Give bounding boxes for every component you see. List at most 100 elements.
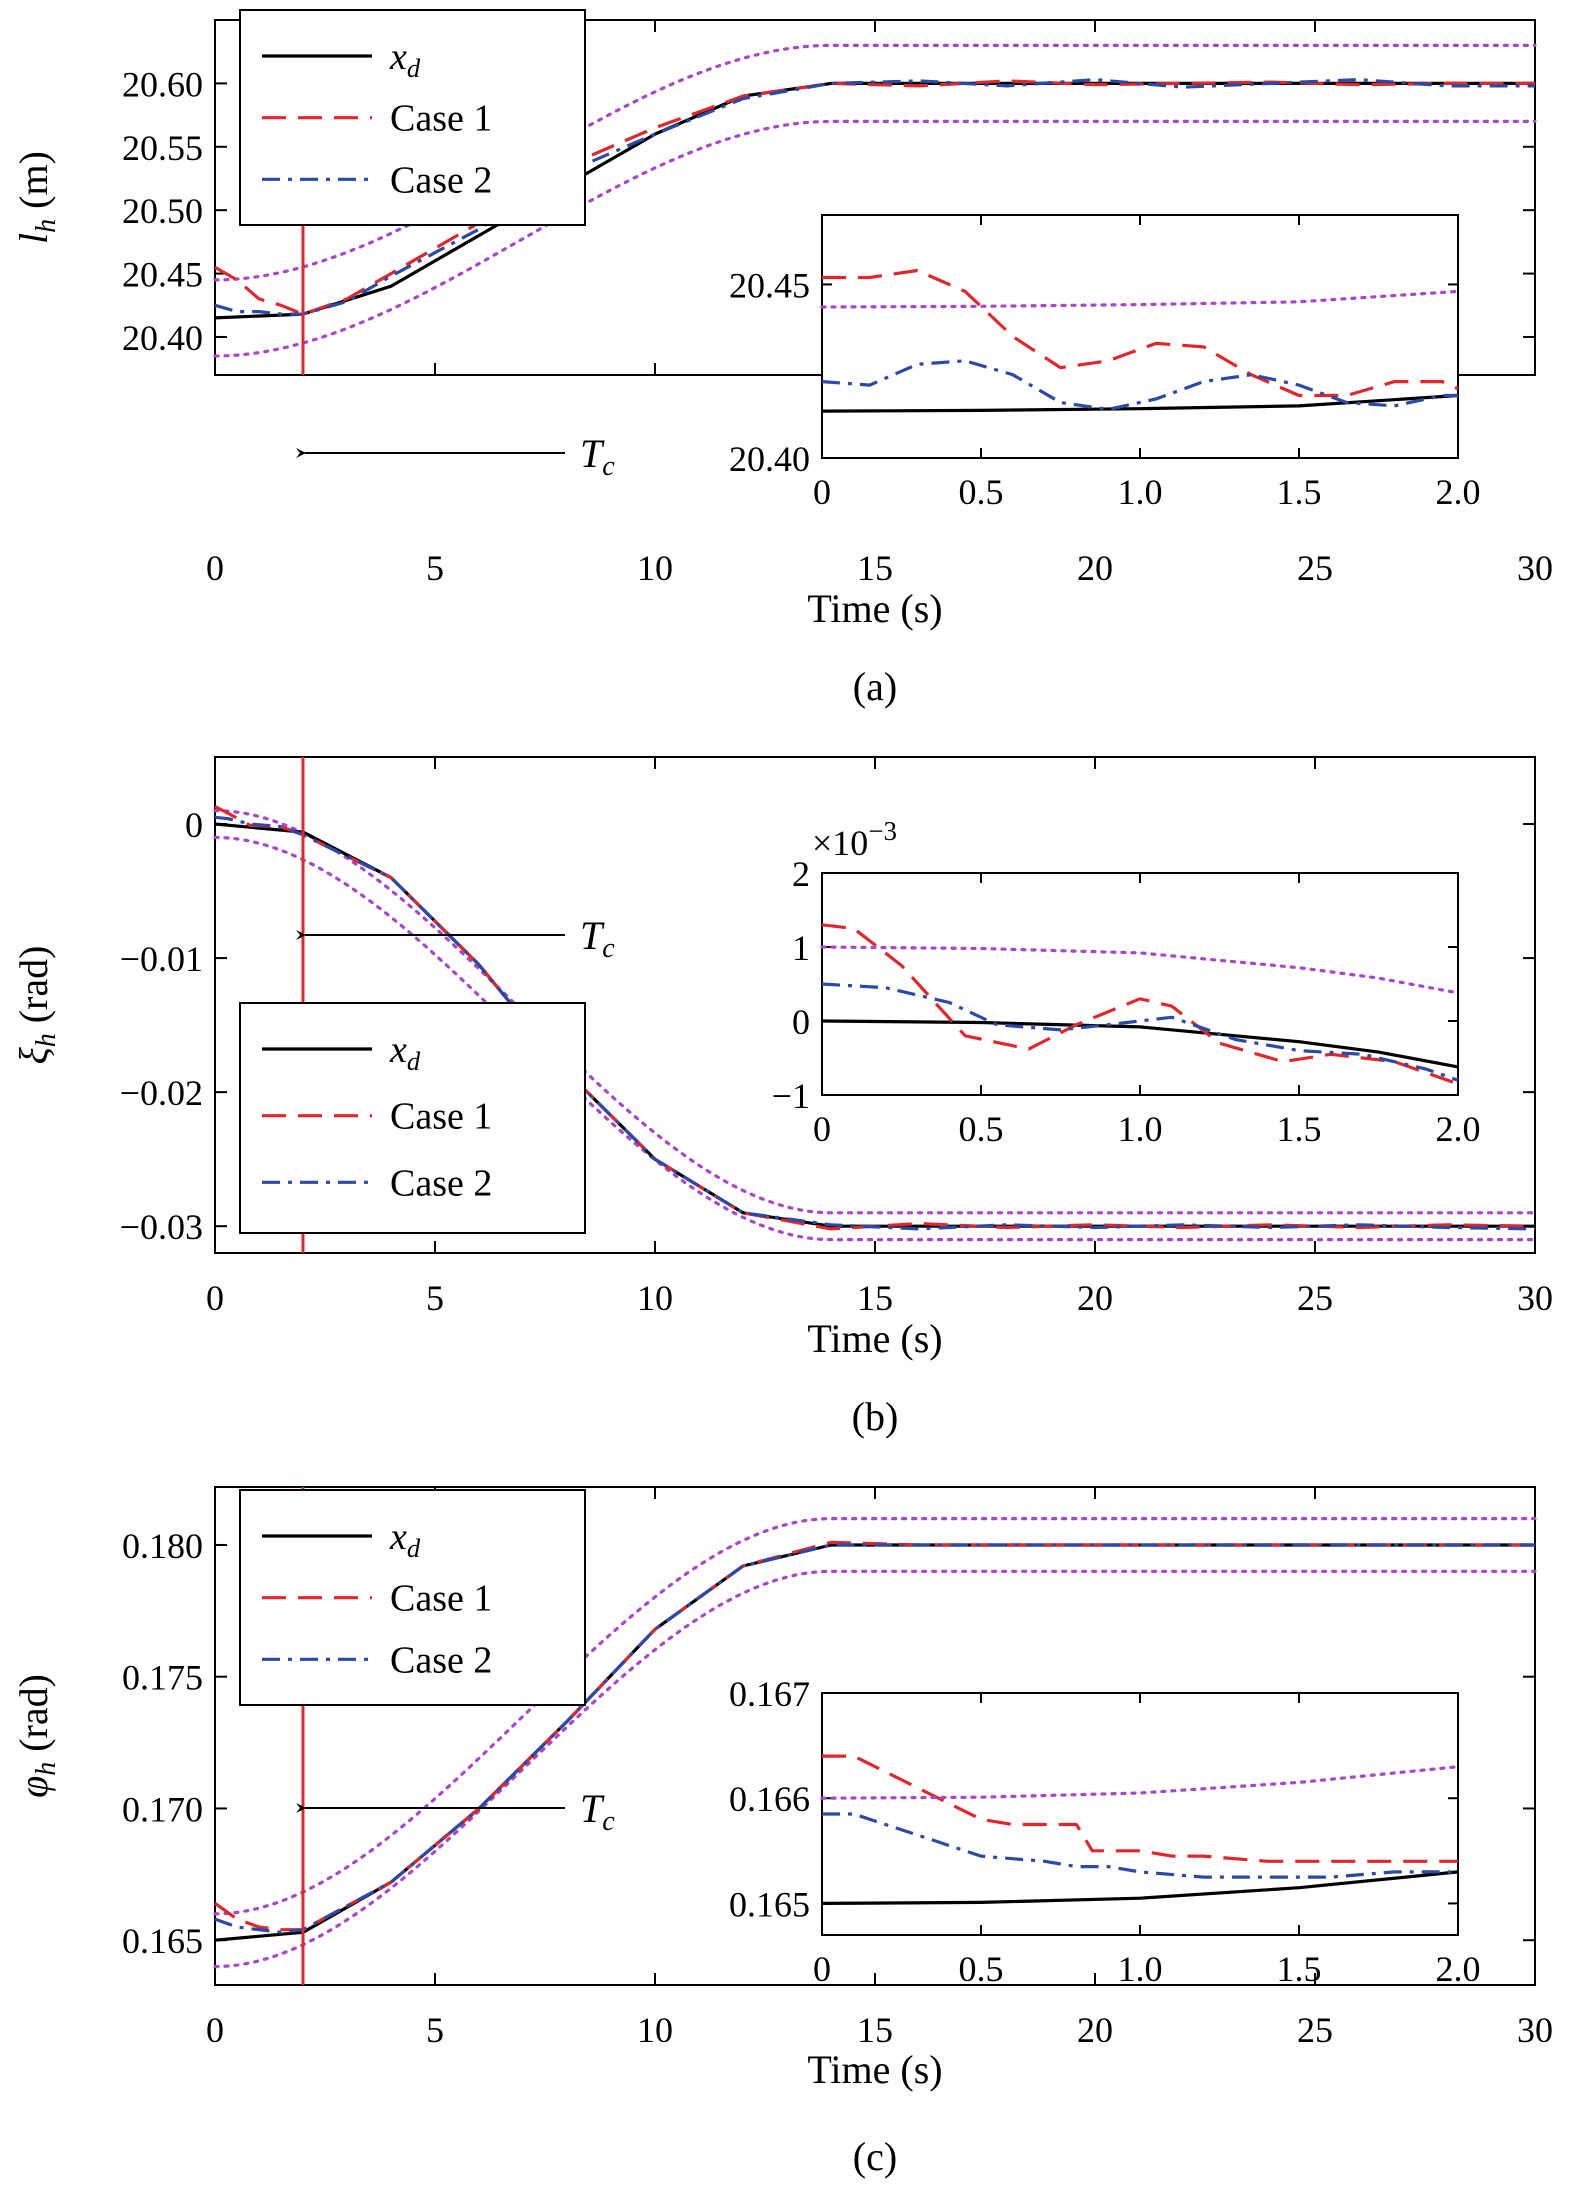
- inset-x-tick-label: 0.5: [959, 1949, 1004, 1989]
- inset-zoom: 0 0.5 1.0 1.5 2.0 20.40 20.45: [729, 214, 1481, 512]
- inset-y-tick-label: 20.40: [729, 439, 810, 479]
- inset-x-tick-label: 1.5: [1277, 472, 1322, 512]
- y-tick-label: 0.175: [122, 1658, 203, 1698]
- y-tick-label: 20.40: [122, 318, 203, 358]
- inset-series-line-case-1: [822, 1754, 1458, 1863]
- inset-series-line-xd: [821, 393, 1459, 413]
- inset-frame: [821, 1692, 1459, 1936]
- inset-y-tick-label: 0.167: [729, 1674, 810, 1714]
- inset-series-line-case-2: [822, 1812, 1458, 1879]
- inset-series-line-bound: [820, 945, 1460, 995]
- x-tick-label: 20: [1077, 1278, 1113, 1318]
- legend-label: Case 2: [390, 1162, 492, 1204]
- x-axis-label: Time (s): [807, 2047, 942, 2092]
- y-tick-label: −0.01: [120, 939, 203, 979]
- inset-series-line-xd: [821, 1870, 1459, 1905]
- inset-y-tick-label: −1: [772, 1076, 810, 1116]
- x-tick-label: 5: [426, 548, 444, 588]
- inset-x-tick-label: 0: [813, 1949, 831, 1989]
- tc-annotation: Tc: [580, 913, 615, 964]
- legend-box: [239, 1002, 586, 1234]
- inset-x-tick-label: 1.0: [1118, 1949, 1163, 1989]
- x-tick-label: 0: [206, 1278, 224, 1318]
- y-tick-label: 20.45: [122, 255, 203, 295]
- y-tick-label: 0.165: [122, 1921, 203, 1961]
- inset-axis-multiplier: ×10−3: [812, 816, 897, 863]
- series-line-case-1: [214, 805, 1536, 1231]
- y-tick-label: −0.03: [120, 1207, 203, 1247]
- x-tick-label: 25: [1297, 1278, 1333, 1318]
- inset-series-line-bound: [820, 1765, 1460, 1800]
- inset-x-tick-label: 2.0: [1436, 1949, 1481, 1989]
- x-tick-label: 0: [206, 548, 224, 588]
- lower-bound-line: [213, 119, 1537, 358]
- x-tick-label: 10: [637, 1278, 673, 1318]
- inset-x-tick-label: 0.5: [959, 472, 1004, 512]
- y-axis-label: φh (rad): [11, 1674, 62, 1798]
- legend-label: xd: [389, 1029, 421, 1076]
- legend-label: Case 1: [390, 1096, 492, 1138]
- legend-label: Case 2: [390, 1639, 492, 1681]
- legend-label: xd: [389, 36, 421, 83]
- x-axis-label: Time (s): [807, 586, 942, 631]
- x-tick-label: 30: [1517, 2010, 1553, 2050]
- legend-box: [239, 9, 586, 226]
- inset-zoom: 0 0.5 1.0 1.5 2.0 0.165 0.166 0.167: [729, 1674, 1481, 1989]
- y-tick-label: 0.170: [122, 1789, 203, 1829]
- y-tick-label: −0.02: [120, 1073, 203, 1113]
- upper-bound-line: [213, 1517, 1537, 1916]
- panel-caption: (c): [853, 2134, 897, 2179]
- inset-x-tick-label: 0.5: [959, 1109, 1004, 1149]
- legend: xd Case 1 Case 2: [239, 9, 586, 226]
- inset-series-line-bound: [820, 289, 1460, 309]
- inset-y-tick-label: 0.166: [729, 1779, 810, 1819]
- inset-y-tick-label: 0: [792, 1002, 810, 1042]
- lower-bound-line: [213, 1569, 1537, 1969]
- inset-x-tick-label: 1.5: [1277, 1109, 1322, 1149]
- legend: xd Case 1 Case 2: [239, 1489, 586, 1706]
- panel-a: 0 5 10 15 20 25 30 20.40 20.45 20.50 20.55 20.60 Tc T…: [11, 9, 1553, 709]
- inset-series-line-case-2: [821, 982, 1459, 1082]
- x-tick-label: 15: [857, 548, 893, 588]
- x-tick-label: 25: [1297, 2010, 1333, 2050]
- legend-label: Case 1: [390, 98, 492, 140]
- x-tick-label: 30: [1517, 1278, 1553, 1318]
- inset-series-line-case-2: [821, 359, 1458, 411]
- x-axis-label: Time (s): [807, 1316, 942, 1361]
- x-tick-label: 15: [857, 1278, 893, 1318]
- panel-caption: (a): [853, 664, 897, 709]
- series-line-case-2: [214, 78, 1535, 316]
- tc-annotation: Tc: [580, 1786, 615, 1837]
- legend-label: Case 2: [390, 159, 492, 201]
- y-tick-label: 20.55: [122, 128, 203, 168]
- y-tick-label: 20.60: [122, 64, 203, 104]
- x-tick-label: 20: [1077, 2010, 1113, 2050]
- x-tick-label: 20: [1077, 548, 1113, 588]
- y-tick-label: 0.180: [122, 1526, 203, 1566]
- inset-x-tick-label: 2.0: [1436, 472, 1481, 512]
- series-line-case-2: [214, 1543, 1535, 1934]
- inset-y-tick-label: 0.165: [729, 1884, 810, 1924]
- inset-frame: [821, 872, 1459, 1096]
- x-tick-label: 30: [1517, 548, 1553, 588]
- panel-c: 0 5 10 15 20 25 30 0.165 0.170 0.175 0.180 Tc Time (…: [11, 1486, 1553, 2179]
- x-tick-label: 10: [637, 548, 673, 588]
- y-tick-label: 20.50: [122, 191, 203, 231]
- inset-x-tick-label: 0: [813, 1109, 831, 1149]
- inset-series-line-case-1: [822, 268, 1459, 398]
- inset-x-tick-label: 1.0: [1118, 472, 1163, 512]
- legend-label: xd: [389, 1516, 421, 1563]
- inset-y-tick-label: 20.45: [729, 265, 810, 305]
- inset-x-tick-label: 2.0: [1436, 1109, 1481, 1149]
- inset-series-line-case-1: [821, 923, 1459, 1086]
- series-line-case-2: [214, 815, 1536, 1231]
- panel-caption: (b): [852, 1394, 899, 1439]
- inset-y-tick-label: 1: [792, 928, 810, 968]
- y-axis-label: ξh (rad): [11, 946, 62, 1065]
- inset-x-tick-label: 0: [813, 472, 831, 512]
- x-tick-label: 5: [426, 1278, 444, 1318]
- x-tick-label: 10: [637, 2010, 673, 2050]
